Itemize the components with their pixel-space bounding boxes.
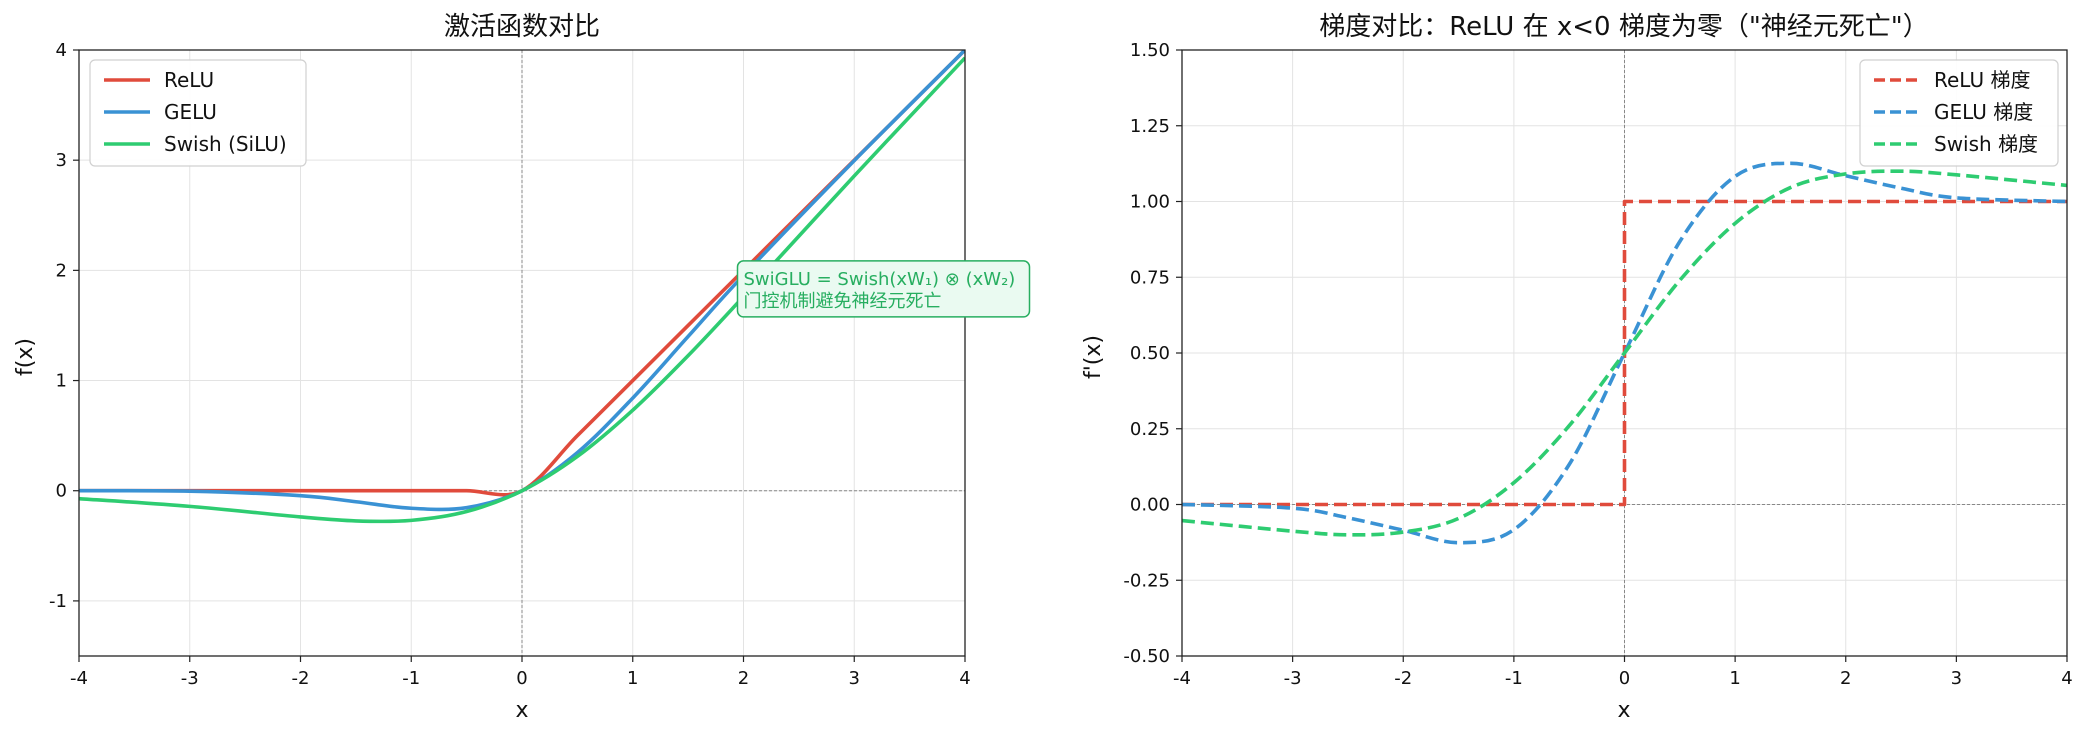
activation-x-axis-label: x: [515, 698, 528, 723]
activation-x-tick-label: 0: [516, 668, 527, 689]
activation-y-tick-label: 2: [56, 260, 67, 281]
activation-y-tick-label: 0: [56, 481, 67, 502]
gradient-legend-label: ReLU 梯度: [1934, 68, 2030, 92]
activation-x-tick-label: -1: [402, 668, 420, 689]
gradient-y-tick-label: 1.25: [1130, 116, 1170, 137]
gradient-y-tick-label: 1.50: [1130, 40, 1170, 61]
activation-chart: -4 -3 -2 -1 0 1 2 3 4 -1 0 1 2 3 4 激活函数对比 x f(x) SwiG…: [13, 12, 1031, 723]
gradient-x-tick-label: 1: [1729, 668, 1740, 689]
gradient-legend-box: [1859, 59, 2059, 167]
gradient-series-line-1: [1182, 161, 2067, 545]
gradient-x-tick-label: 0: [1619, 668, 1630, 689]
activation-legend-box: [89, 59, 307, 167]
gradient-x-tick-label: -2: [1394, 668, 1412, 689]
gradient-y-axis-label: f'(x): [1081, 335, 1106, 379]
gradient-x-tick-label: 4: [2061, 668, 2072, 689]
activation-y-tick-label: 1: [56, 371, 67, 392]
activation-x-tick-label: 2: [738, 668, 749, 689]
gradient-x-axis-label: x: [1617, 698, 1630, 723]
gradient-y-tick-label: 0.00: [1130, 495, 1170, 516]
activation-y-axis-label: f(x): [13, 338, 38, 376]
activation-x-tick-label: 4: [959, 668, 970, 689]
gradient-legend-label: GELU 梯度: [1934, 100, 2033, 124]
activation-x-tick-label: 3: [849, 668, 860, 689]
swiglu-annotation-box: [736, 260, 1031, 318]
activation-legend-label: ReLU: [164, 68, 214, 92]
gradient-y-tick-label: 0.75: [1130, 267, 1170, 288]
activation-y-ticks: -1 0 1 2 3 4: [49, 40, 79, 612]
activation-series-line-2: [79, 56, 965, 524]
activation-chart-title: 激活函数对比: [444, 12, 600, 42]
activation-legend: ReLU GELU Swish (SiLU): [89, 59, 307, 167]
swiglu-annotation-line: SwiGLU = Swish(xW₁) ⊗ (xW₂): [744, 269, 1016, 290]
activation-x-tick-label: -4: [70, 668, 88, 689]
gradient-y-ticks: -0.50 -0.25 0.00 0.25 0.50 0.75 1.00 1.25 1.50: [1123, 40, 1182, 667]
activation-x-tick-label: -3: [181, 668, 199, 689]
gradient-x-tick-label: -4: [1173, 668, 1191, 689]
gradient-y-tick-label: -0.50: [1123, 646, 1170, 667]
swiglu-annotation: SwiGLU = Swish(xW₁) ⊗ (xW₂)门控机制避免神经元死亡: [736, 260, 1031, 318]
swiglu-annotation-line: 门控机制避免神经元死亡: [744, 291, 942, 312]
activation-x-ticks: -4 -3 -2 -1 0 1 2 3 4: [70, 656, 971, 689]
gradient-x-tick-label: -1: [1505, 668, 1523, 689]
activation-x-tick-label: 1: [627, 668, 638, 689]
gradient-series-line-2: [1182, 169, 2067, 537]
activation-legend-label: GELU: [164, 100, 217, 124]
gradient-y-tick-label: 0.25: [1130, 419, 1170, 440]
activation-x-tick-label: -2: [292, 668, 310, 689]
activation-y-tick-label: 4: [56, 40, 67, 61]
gradient-legend: ReLU 梯度 GELU 梯度 Swish 梯度: [1859, 59, 2059, 167]
activation-legend-label: Swish (SiLU): [164, 132, 287, 156]
gradient-x-ticks: -4 -3 -2 -1 0 1 2 3 4: [1173, 656, 2073, 689]
gradient-x-tick-label: -3: [1284, 668, 1302, 689]
gradient-chart-title: 梯度对比：ReLU 在 x<0 梯度为零（"神经元死亡"）: [1319, 12, 1929, 42]
activation-series: [79, 50, 965, 524]
gradient-series: [1182, 161, 2067, 545]
gradient-x-tick-label: 2: [1840, 668, 1851, 689]
activation-y-tick-label: -1: [49, 591, 67, 612]
gradient-y-tick-label: 0.50: [1130, 343, 1170, 364]
gradient-y-tick-label: 1.00: [1130, 192, 1170, 213]
gradient-legend-label: Swish 梯度: [1934, 132, 2038, 156]
gradient-chart: -4 -3 -2 -1 0 1 2 3 4 -0.50 -0.25 0.00 0.25 0.50 0.75…: [1081, 12, 2073, 723]
activation-y-tick-label: 3: [56, 150, 67, 171]
gradient-y-tick-label: -0.25: [1123, 570, 1170, 591]
gradient-x-tick-label: 3: [1951, 668, 1962, 689]
